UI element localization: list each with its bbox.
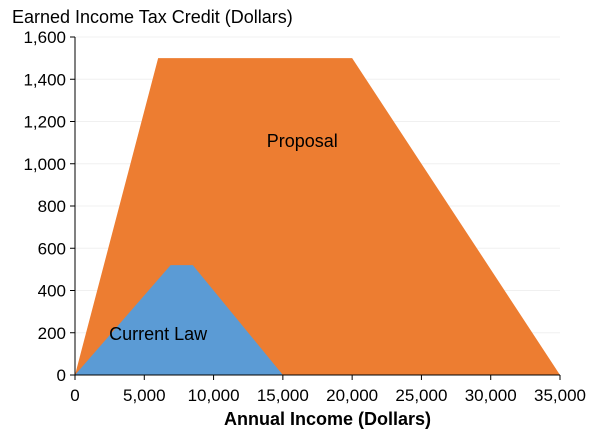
- y-tick-label: 1,400: [23, 70, 66, 89]
- annotation-proposal: Proposal: [267, 131, 338, 151]
- y-tick-label: 800: [38, 197, 66, 216]
- y-tick-label: 1,200: [23, 113, 66, 132]
- x-tick-label: 10,000: [188, 386, 240, 405]
- x-tick-label: 15,000: [257, 386, 309, 405]
- x-tick-label: 20,000: [326, 386, 378, 405]
- y-tick-label: 200: [38, 324, 66, 343]
- axes: [70, 36, 561, 380]
- y-tick-label: 1,000: [23, 155, 66, 174]
- x-axis-title: Annual Income (Dollars): [224, 409, 431, 429]
- x-tick-label: 25,000: [395, 386, 447, 405]
- x-tick-label: 35,000: [534, 386, 586, 405]
- y-tick-label: 1,600: [23, 28, 66, 47]
- y-tick-label: 600: [38, 239, 66, 258]
- area-current-law: [75, 265, 283, 375]
- series-areas: [75, 58, 560, 375]
- annotations: Proposal Current Law: [109, 131, 338, 344]
- x-tick-label: 0: [70, 386, 79, 405]
- y-axis-title: Earned Income Tax Credit (Dollars): [12, 7, 293, 27]
- x-tick-label: 5,000: [123, 386, 166, 405]
- y-tick-label: 0: [57, 366, 66, 385]
- y-tick-label: 400: [38, 282, 66, 301]
- x-tick-label: 30,000: [465, 386, 517, 405]
- tick-labels: 0 200 400 600 800 1,000 1,200 1,400 1,600 0 5,000 1…: [23, 28, 586, 405]
- annotation-current-law: Current Law: [109, 324, 208, 344]
